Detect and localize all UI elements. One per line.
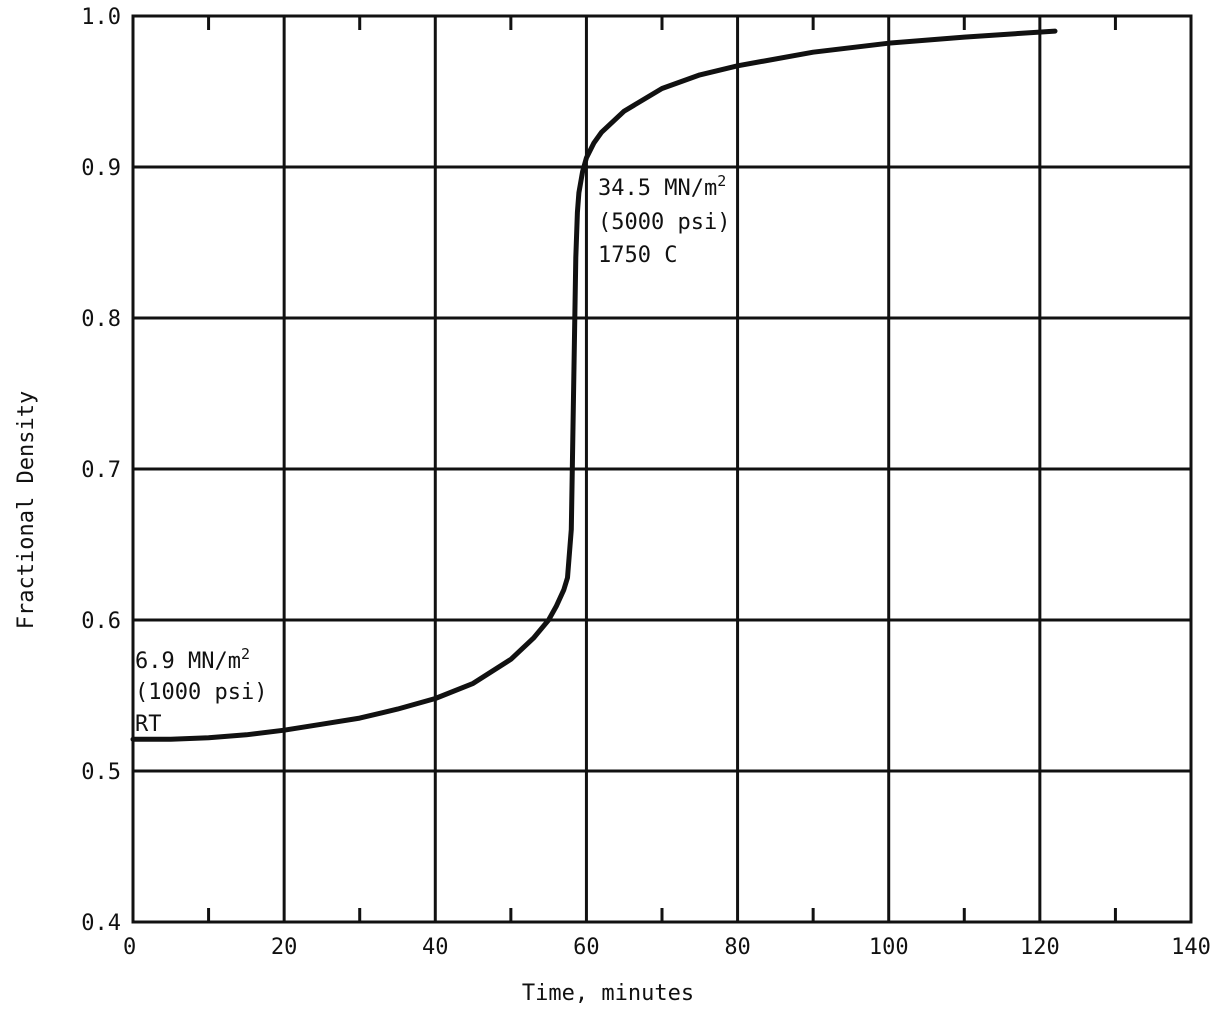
y-tick-label: 0.8: [81, 307, 121, 332]
annotation-high-pressure-superscript: 2: [717, 172, 726, 190]
grid-layer: [133, 16, 1191, 922]
x-tick-label: 100: [869, 935, 909, 960]
x-axis-title: Time, minutes: [522, 981, 694, 1006]
annotation-low-pressure-value: 6.9 MN/m: [135, 649, 241, 674]
annotation-high-pressure-value: 34.5 MN/m: [598, 176, 717, 201]
x-tick-label: 60: [573, 935, 600, 960]
x-tick-label: 40: [422, 935, 449, 960]
y-tick-label: 0.4: [81, 911, 121, 936]
y-tick-label: 0.7: [81, 458, 121, 483]
y-tick-label: 0.5: [81, 760, 121, 785]
x-tick-label: 120: [1020, 935, 1060, 960]
x-tick-label: 20: [271, 935, 298, 960]
y-tick-label: 0.9: [81, 156, 121, 181]
svg-text:34.5 MN/m2: 34.5 MN/m2: [598, 172, 726, 201]
x-tick-label: 140: [1171, 935, 1211, 960]
x-tick-label: 0: [123, 935, 136, 960]
y-axis-title: Fractional Density: [14, 391, 39, 629]
annotation-high-pressure: 34.5 MN/m2 (5000 psi) 1750 C: [598, 172, 730, 268]
y-tick-label: 1.0: [81, 5, 121, 30]
annotation-low-pressure-temp: RT: [135, 712, 162, 737]
x-tick-label: 80: [724, 935, 751, 960]
y-tick-label: 0.6: [81, 609, 121, 634]
svg-text:6.9 MN/m2: 6.9 MN/m2: [135, 645, 250, 674]
annotation-high-pressure-temp: 1750 C: [598, 243, 677, 268]
annotation-low-pressure-psi: (1000 psi): [135, 680, 267, 705]
annotation-low-pressure: 6.9 MN/m2 (1000 psi) RT: [135, 645, 267, 737]
annotation-low-pressure-superscript: 2: [241, 645, 250, 663]
annotation-high-pressure-psi: (5000 psi): [598, 210, 730, 235]
series-line-fractional-density: [130, 28, 1058, 742]
tick-layer: 0.4 0.5 0.6 0.7 0.8 0.9 1.0 0 20 40 60 80 100 120 140: [81, 5, 1211, 960]
